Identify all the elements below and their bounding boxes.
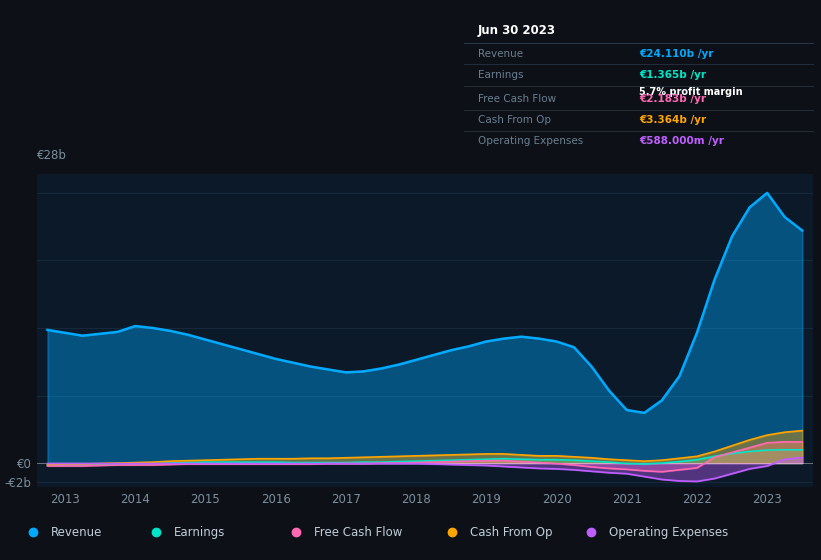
- Text: Revenue: Revenue: [51, 526, 103, 539]
- Text: Earnings: Earnings: [478, 70, 524, 80]
- Text: €3.364b /yr: €3.364b /yr: [639, 115, 706, 125]
- Text: Earnings: Earnings: [174, 526, 226, 539]
- Text: Revenue: Revenue: [478, 49, 523, 59]
- Text: Operating Expenses: Operating Expenses: [609, 526, 728, 539]
- Text: €24.110b /yr: €24.110b /yr: [639, 49, 713, 59]
- Text: Cash From Op: Cash From Op: [470, 526, 552, 539]
- Text: Operating Expenses: Operating Expenses: [478, 137, 583, 147]
- Text: €1.365b /yr: €1.365b /yr: [639, 70, 706, 80]
- Text: €588.000m /yr: €588.000m /yr: [639, 137, 724, 147]
- Text: €2.183b /yr: €2.183b /yr: [639, 94, 706, 104]
- Text: Free Cash Flow: Free Cash Flow: [478, 94, 556, 104]
- Text: Free Cash Flow: Free Cash Flow: [314, 526, 402, 539]
- Text: €28b: €28b: [37, 150, 67, 162]
- Text: Cash From Op: Cash From Op: [478, 115, 551, 125]
- Text: Jun 30 2023: Jun 30 2023: [478, 24, 556, 36]
- Text: 5.7% profit margin: 5.7% profit margin: [639, 87, 743, 97]
